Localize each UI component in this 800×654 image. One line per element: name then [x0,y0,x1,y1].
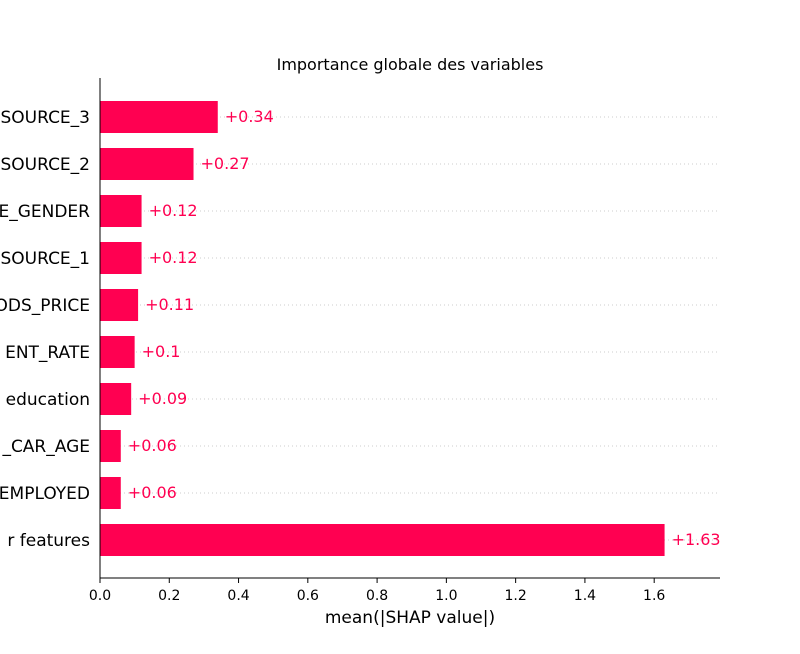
axes: 0.0 0.2 0.4 0.6 0.8 1.0 1.2 1.4 1.6 [89,78,720,604]
bar-2 [100,195,142,227]
bar-3 [100,242,142,274]
bars-group [100,101,665,556]
category-label: r features [7,531,90,551]
value-label: +0.34 [225,107,274,126]
bar-9 [100,524,665,556]
value-label: +0.06 [128,436,177,455]
value-label: +0.06 [128,483,177,502]
category-label: _CAR_AGE [1,437,90,457]
bar-8 [100,477,121,509]
value-label: +0.12 [149,201,198,220]
x-tick-label: 1.4 [574,588,596,604]
value-label: +0.11 [145,295,194,314]
category-label: ODS_PRICE [0,296,90,316]
bar-5 [100,336,135,368]
chart-title: Importance globale des variables [277,55,544,74]
bar-0 [100,101,218,133]
x-tick-label: 1.0 [435,588,457,604]
x-tick-label: 0.8 [366,588,388,604]
x-tick-label: 1.6 [643,588,665,604]
x-tick-label: 0.0 [89,588,111,604]
bar-7 [100,430,121,462]
category-labels: SOURCE_3 SOURCE_2 E_GENDER SOURCE_1 ODS_PRIC… [0,108,90,551]
x-axis-label: mean(|SHAP value|) [325,608,495,628]
x-tick-label: 0.4 [227,588,249,604]
bar-4 [100,289,139,321]
value-label: +0.09 [138,389,187,408]
grid-lines [100,116,720,541]
bar-6 [100,383,132,415]
category-label: EMPLOYED [0,484,90,504]
value-label: +1.63 [672,530,721,549]
x-tick-label: 0.2 [158,588,180,604]
value-label: +0.27 [201,154,250,173]
category-label: E_GENDER [0,202,90,222]
x-tick-label: 0.6 [297,588,319,604]
value-labels: +0.34 +0.27 +0.12 +0.12 +0.11 +0.1 +0.09 +0.06 +… [128,107,721,549]
category-label: SOURCE_3 [0,108,90,128]
category-label: education [6,390,90,410]
value-label: +0.1 [142,342,181,361]
category-label: SOURCE_2 [0,155,90,175]
category-label: ENT_RATE [5,343,90,363]
value-label: +0.12 [149,248,198,267]
bar-1 [100,148,194,180]
x-tick-label: 1.2 [505,588,527,604]
category-label: SOURCE_1 [0,249,90,269]
